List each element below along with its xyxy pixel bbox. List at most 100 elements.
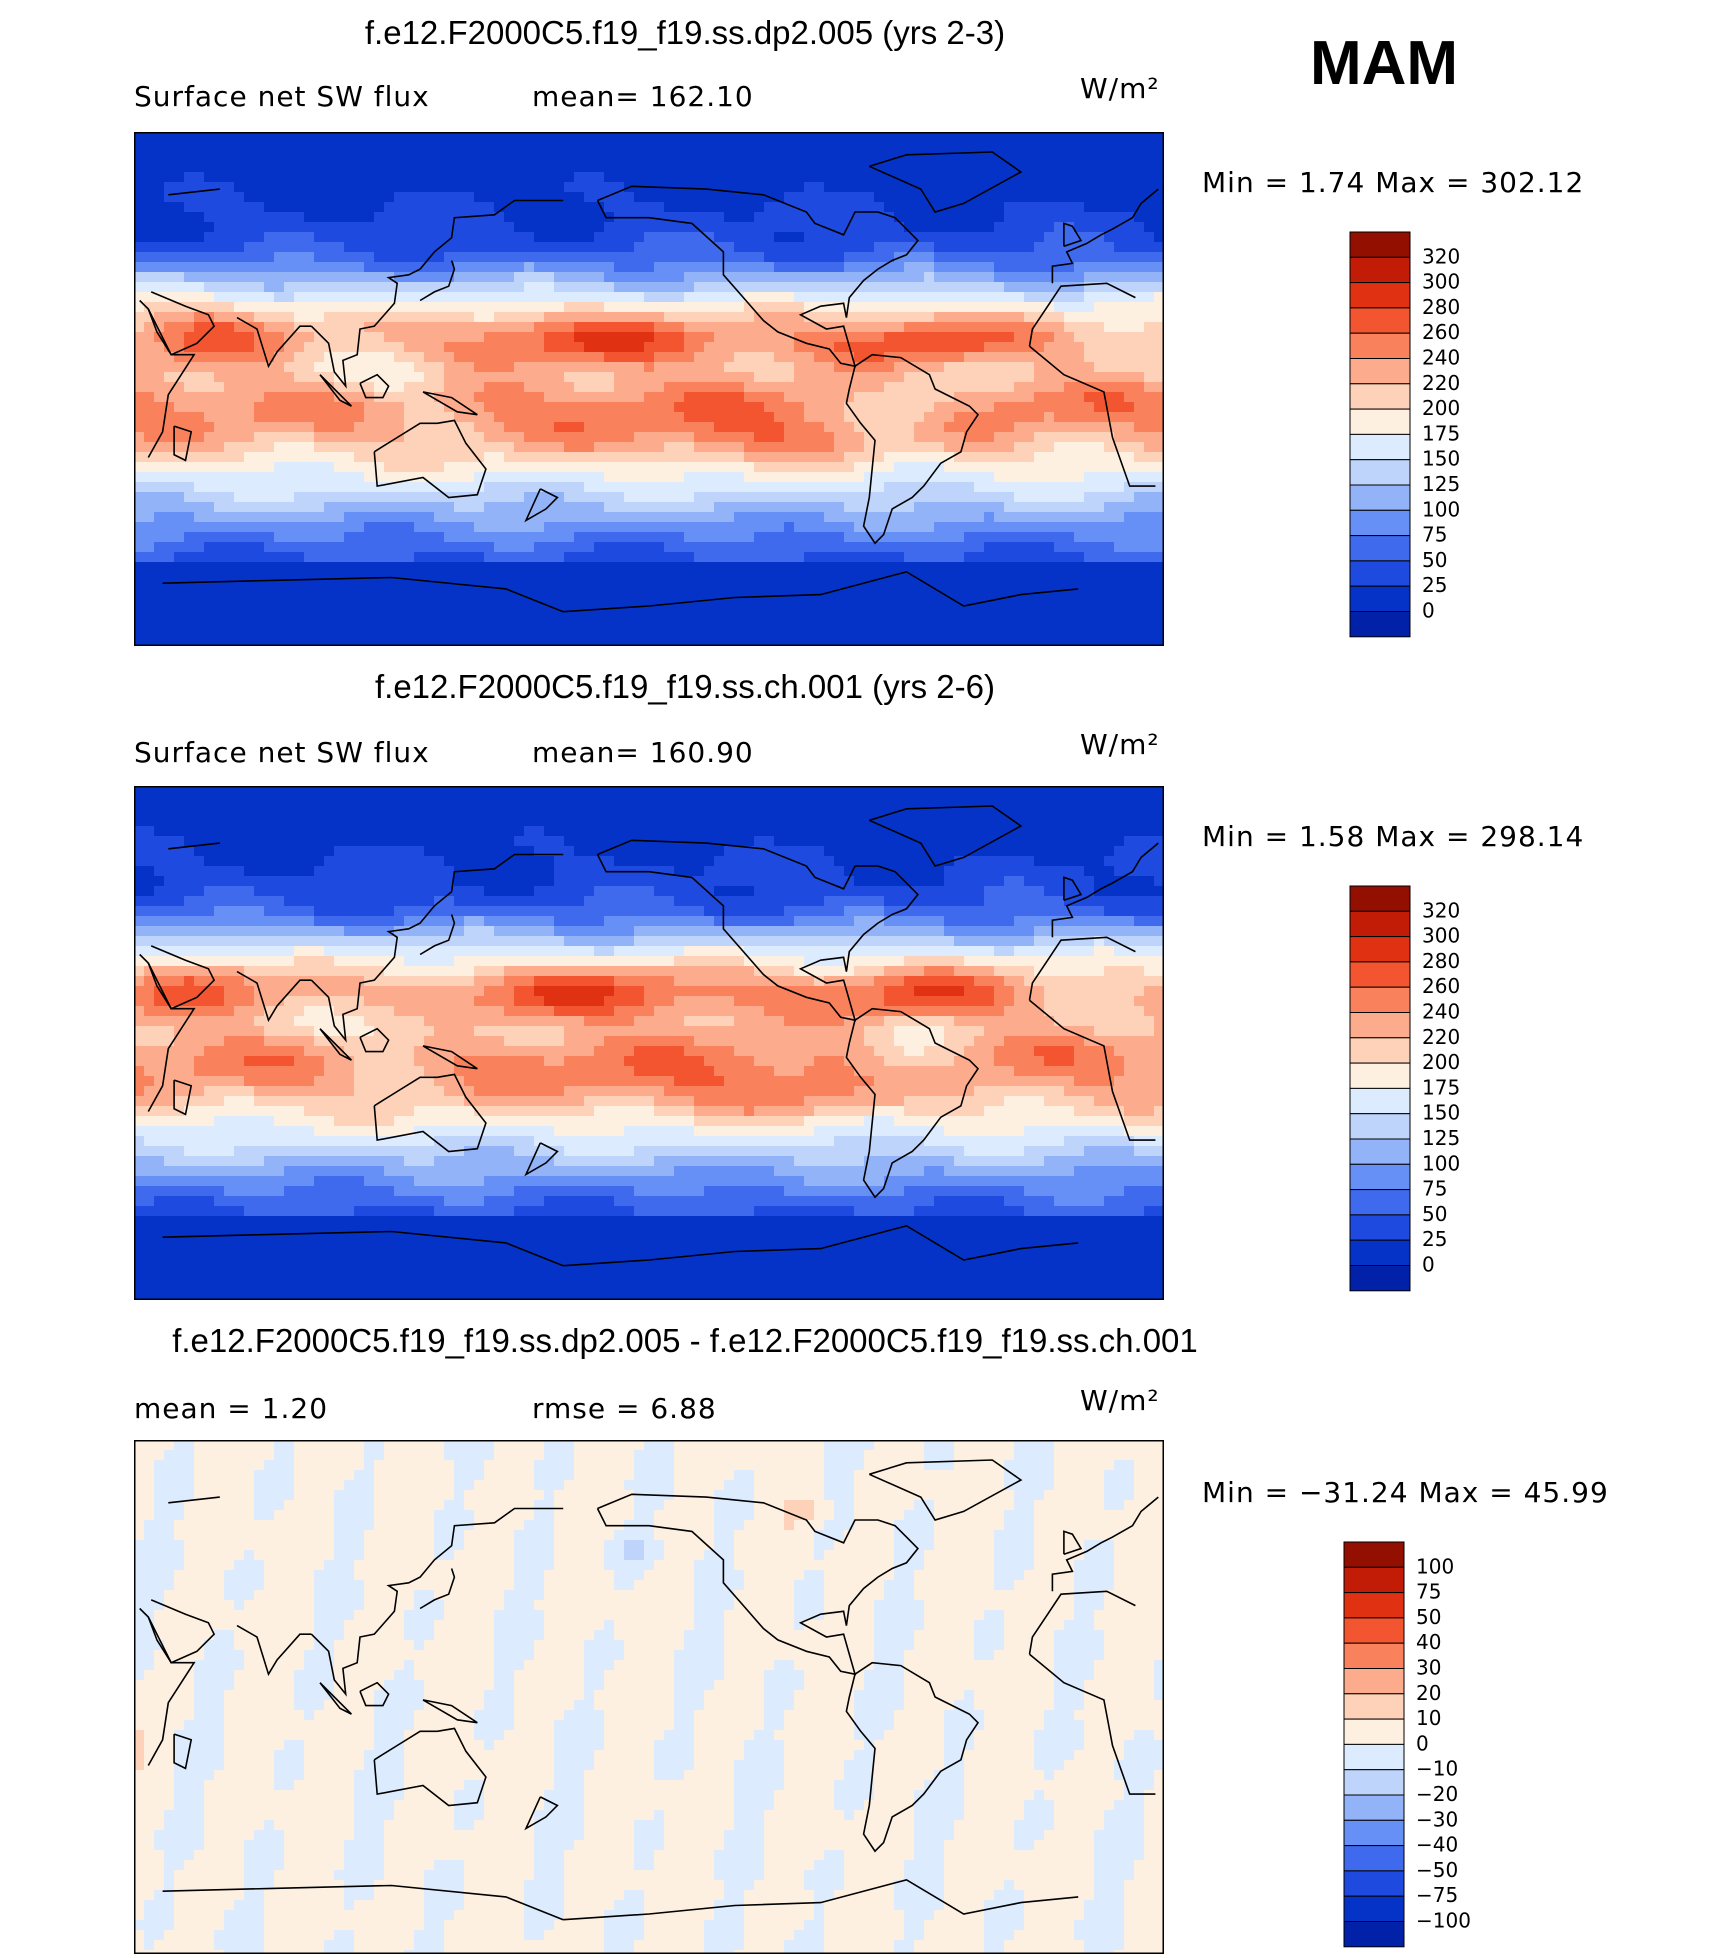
contour-cell (964, 442, 975, 453)
contour-cell (494, 382, 505, 393)
contour-cell (274, 182, 285, 193)
contour-cell (194, 512, 205, 523)
contour-cell (1084, 142, 1095, 153)
contour-cell (144, 312, 155, 323)
contour-cell (184, 272, 195, 283)
contour-cell (514, 352, 525, 363)
contour-cell (1144, 492, 1155, 503)
contour-cell (934, 562, 945, 573)
contour-cell (844, 362, 855, 373)
contour-cell (994, 202, 1005, 213)
contour-cell (454, 312, 465, 323)
contour-cell (494, 532, 505, 543)
contour-cell (244, 522, 255, 533)
contour-cell (254, 512, 265, 523)
contour-cell (654, 512, 665, 523)
contour-cell (814, 232, 825, 243)
contour-cell (474, 562, 485, 573)
contour-cell (1084, 192, 1095, 203)
contour-cell (684, 272, 695, 283)
contour-cell (384, 612, 395, 623)
contour-cell (884, 362, 895, 373)
contour-cell (754, 142, 765, 153)
contour-cell (894, 362, 905, 373)
contour-cell (784, 602, 795, 613)
contour-cell (414, 142, 425, 153)
contour-cell (224, 572, 235, 583)
contour-cell (154, 242, 165, 253)
contour-cell (554, 572, 565, 583)
contour-cell (174, 402, 185, 413)
contour-cell (214, 272, 225, 283)
contour-cell (544, 382, 555, 393)
contour-cell (644, 152, 655, 163)
contour-cell (714, 232, 725, 243)
contour-cell (1144, 302, 1155, 313)
contour-cell (1074, 372, 1085, 383)
contour-cell (694, 342, 705, 353)
contour-cell (244, 212, 255, 223)
contour-cell (974, 322, 985, 333)
contour-cell (1044, 512, 1055, 523)
contour-cell (684, 492, 695, 503)
contour-cell (344, 432, 355, 443)
contour-cell (304, 152, 315, 163)
contour-cell (294, 172, 305, 183)
contour-cell (164, 492, 175, 503)
contour-cell (684, 222, 695, 233)
contour-cell (574, 242, 585, 253)
contour-cell (134, 322, 145, 333)
contour-cell (954, 392, 965, 403)
contour-cell (574, 372, 585, 383)
contour-cell (164, 382, 175, 393)
contour-cell (814, 332, 825, 343)
contour-cell (234, 392, 245, 403)
contour-cell (494, 522, 505, 533)
contour-cell (434, 492, 445, 503)
contour-cell (1074, 152, 1085, 163)
contour-cell (174, 512, 185, 523)
contour-cell (584, 222, 595, 233)
contour-cell (424, 392, 435, 403)
contour-cell (564, 362, 575, 373)
contour-cell (444, 262, 455, 273)
contour-cell (944, 582, 955, 593)
contour-cell (804, 402, 815, 413)
contour-cell (624, 542, 635, 553)
contour-cell (884, 332, 895, 343)
contour-cell (684, 292, 695, 303)
contour-cell (614, 512, 625, 523)
contour-cell (1124, 522, 1135, 533)
contour-cell (934, 472, 945, 483)
contour-cell (354, 472, 365, 483)
contour-cell (714, 162, 725, 173)
contour-cell (924, 192, 935, 203)
contour-cell (804, 362, 815, 373)
contour-cell (924, 592, 935, 603)
contour-cell (674, 332, 685, 343)
contour-cell (604, 512, 615, 523)
contour-cell (784, 462, 795, 473)
contour-cell (764, 382, 775, 393)
contour-cell (964, 242, 975, 253)
contour-cell (404, 362, 415, 373)
contour-cell (924, 582, 935, 593)
contour-cell (174, 582, 185, 593)
contour-cell (134, 262, 145, 273)
contour-cell (784, 522, 795, 533)
contour-cell (1024, 362, 1035, 373)
contour-cell (544, 342, 555, 353)
contour-cell (554, 182, 565, 193)
contour-cell (764, 482, 775, 493)
contour-cell (644, 402, 655, 413)
contour-cell (444, 432, 455, 443)
contour-cell (764, 352, 775, 363)
contour-cell (864, 332, 875, 343)
contour-cell (314, 602, 325, 613)
contour-cell (1014, 172, 1025, 183)
contour-cell (1014, 572, 1025, 583)
contour-cell (624, 372, 635, 383)
contour-cell (384, 162, 395, 173)
contour-cell (604, 542, 615, 553)
contour-cell (284, 192, 295, 203)
